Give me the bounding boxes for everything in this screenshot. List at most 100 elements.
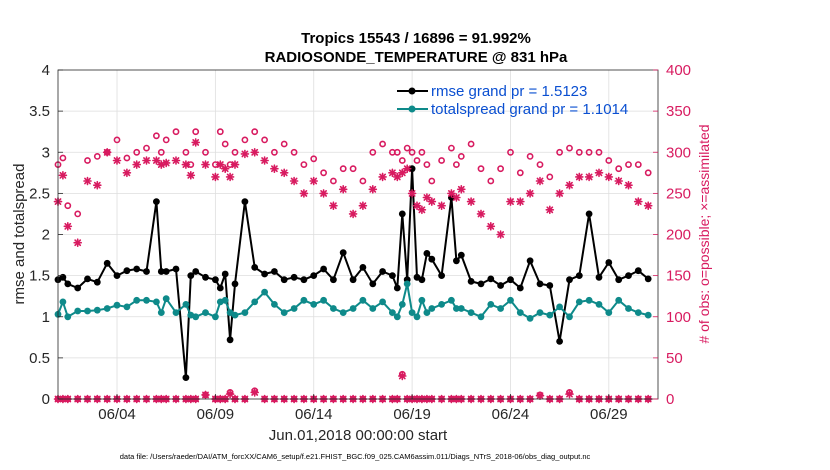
totalspread-point <box>133 296 141 304</box>
x-tick-label: 06/24 <box>492 406 530 423</box>
obs_possible-point <box>64 202 72 210</box>
totalspread-point <box>389 309 396 316</box>
totalspread-point <box>369 305 377 312</box>
obs_assimilated-point <box>368 185 378 194</box>
obs_assimilated-point <box>112 156 122 165</box>
totalspread-point <box>221 296 229 304</box>
rmse-point <box>172 265 180 273</box>
rmse-point <box>595 273 603 281</box>
totalspread-point <box>162 295 170 303</box>
obs_assimilated-point <box>594 168 604 178</box>
obs_possible-point <box>349 165 357 173</box>
obs_possible-point <box>369 148 377 156</box>
rmse-point <box>221 270 229 278</box>
totalspread-point <box>536 309 544 316</box>
obs_possible-point <box>320 169 327 177</box>
obs_possible-point <box>143 144 150 152</box>
rmse-point <box>202 273 209 281</box>
obs_assimilated-point <box>378 172 387 182</box>
rmse-point <box>93 278 101 286</box>
totalspread-point <box>349 305 357 312</box>
obs_possible-point <box>379 140 386 148</box>
obs_assimilated-point <box>142 156 151 165</box>
x-tick-label: 06/04 <box>98 406 136 423</box>
legend-rmse-label: rmse grand pr = 1.5123 <box>431 83 587 100</box>
obs_assimilated-point <box>225 172 235 182</box>
rmse-point <box>487 275 495 283</box>
rmse-point <box>546 282 554 289</box>
obs_assimilated-point <box>358 201 368 210</box>
totalspread-point <box>153 298 160 306</box>
rmse-point <box>339 249 347 256</box>
rmse-point <box>566 276 573 284</box>
obs_possible-point <box>418 148 426 156</box>
rmse-point <box>241 198 249 206</box>
obs_assimilated-point <box>132 160 141 169</box>
rmse-point <box>192 268 200 275</box>
rmse-point <box>59 273 67 281</box>
obs_assimilated-point <box>506 197 515 206</box>
y2-tick-label: 50 <box>666 350 683 367</box>
y2-tick-label: 150 <box>666 268 691 285</box>
obs_assimilated-point <box>604 172 614 182</box>
rmse-point <box>290 273 298 281</box>
obs_possible-point <box>157 148 165 156</box>
obs_possible-point <box>182 148 190 156</box>
rmse-point <box>231 280 239 288</box>
y-axis-label: rmse and totalspread <box>11 164 28 305</box>
totalspread-point <box>453 305 460 312</box>
rmse-point <box>507 276 514 284</box>
obs_possible-point <box>585 148 593 156</box>
totalspread-point <box>251 298 259 306</box>
totalspread-point <box>448 296 455 304</box>
obs_assimilated-point <box>186 171 196 180</box>
obs_assimilated-point <box>452 193 461 202</box>
rmse-point <box>133 265 141 273</box>
obs_assimilated-point <box>211 172 220 182</box>
obs_possible-point <box>634 161 642 168</box>
obs_possible-point <box>644 169 652 177</box>
y-tick-label: 0.5 <box>29 350 50 367</box>
totalspread-point <box>241 309 249 316</box>
obs_assimilated-point <box>102 148 112 157</box>
totalspread-point <box>280 309 288 316</box>
obs_assimilated-point <box>161 158 171 168</box>
y-tick-label: 1.5 <box>29 268 50 285</box>
obs_assimilated-point <box>565 180 574 190</box>
obs_possible-point <box>487 177 495 185</box>
totalspread-point <box>428 305 436 312</box>
obs_assimilated-point <box>456 185 466 194</box>
totalspread-point <box>497 305 504 312</box>
grid <box>58 70 658 399</box>
totalspread-point <box>93 306 101 314</box>
totalspread-point <box>413 313 421 321</box>
y2-tick-label: 100 <box>666 309 691 326</box>
obs_possible-point <box>497 165 504 173</box>
y-tick-label: 0 <box>42 391 50 408</box>
totalspread-point <box>556 303 563 311</box>
y2-axis-label: # of obs: o=possible; ×=assimilated <box>696 124 712 343</box>
legend-spread-label: totalspread grand pr = 1.1014 <box>431 101 628 118</box>
totalspread-point <box>231 311 239 319</box>
obs_possible-point <box>261 136 268 144</box>
totalspread-point <box>290 305 298 312</box>
obs_possible-point <box>74 210 82 218</box>
obs_assimilated-point <box>181 160 191 169</box>
obs_possible-point <box>403 144 411 152</box>
rmse-point <box>516 284 524 292</box>
obs_possible-point <box>457 152 465 160</box>
obs_assimilated-point <box>535 176 545 186</box>
obs_possible-point <box>575 148 583 156</box>
obs_possible-point <box>172 128 180 136</box>
obs_possible-point <box>467 140 475 148</box>
obs_possible-point <box>202 148 209 156</box>
totalspread-point <box>143 296 150 304</box>
obs_assimilated-point <box>422 193 432 202</box>
obs_assimilated-point <box>407 189 417 198</box>
totalspread-point <box>113 301 121 309</box>
obs_possible-point <box>93 152 101 160</box>
obs_possible-point <box>428 177 436 185</box>
totalspread-point <box>359 296 367 304</box>
series-totalspread <box>54 280 652 322</box>
totalspread-point <box>634 309 642 316</box>
